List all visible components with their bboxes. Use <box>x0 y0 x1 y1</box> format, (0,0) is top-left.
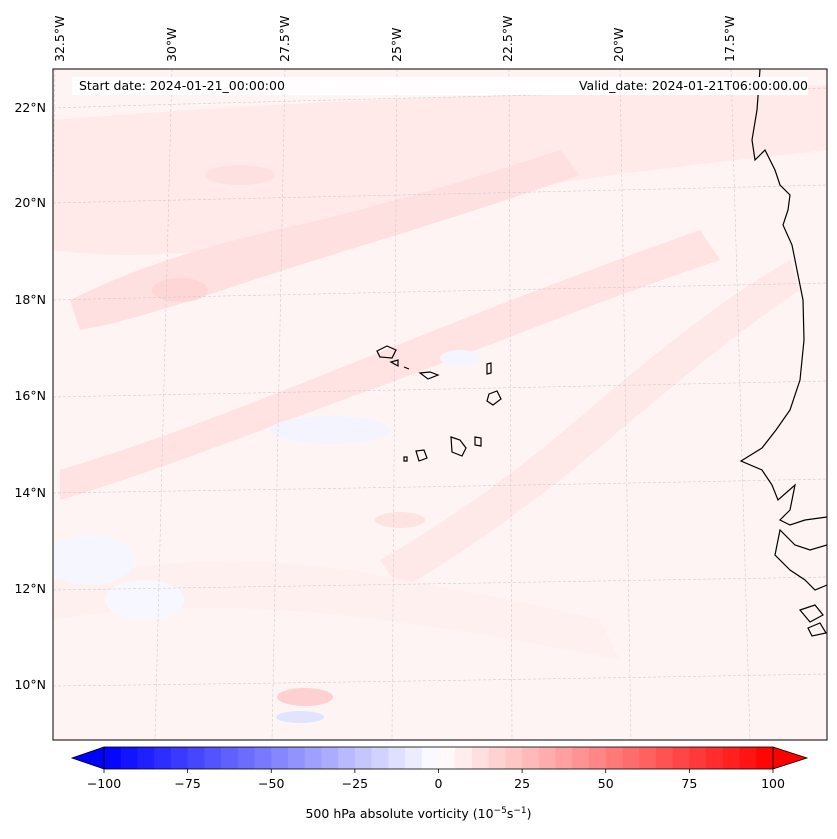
colorbar-segment <box>622 747 640 769</box>
colorbar-segment <box>421 747 439 769</box>
colorbar-segment <box>221 747 239 769</box>
colorbar-segment <box>170 747 189 769</box>
colorbar-ticks: −100 −75 −50 −25 0 25 50 75 100 <box>87 769 785 791</box>
lat-labels: 22°N 20°N 18°N 16°N 14°N 12°N 10°N <box>14 100 46 692</box>
colorbar-segment <box>137 747 155 769</box>
colorbar-tick-label: −50 <box>258 776 284 791</box>
colorbar-label-text: 500 hPa absolute vorticity (10 <box>305 806 494 822</box>
colorbar-segment <box>438 747 456 769</box>
colorbar-segment <box>522 747 540 769</box>
colorbar-tick-label: −100 <box>87 776 121 791</box>
start-date-label: Start date: 2024-01-21_00:00:00 <box>72 77 479 95</box>
colorbar-segment <box>104 747 122 769</box>
colorbar-segment <box>187 747 205 769</box>
colorbar-segment <box>120 747 138 769</box>
colorbar-tick-label: 75 <box>681 776 697 791</box>
map-frame <box>52 68 828 741</box>
colorbar-label: 500 hPa absolute vorticity (10−5s−1) <box>0 806 837 821</box>
colorbar-tick-label: 0 <box>435 776 443 791</box>
lon-label: 20°W <box>611 27 626 62</box>
colorbar-label-exponent: −5 <box>493 806 507 816</box>
lat-label: 18°N <box>14 292 46 307</box>
colorbar-segment <box>455 747 473 769</box>
colorbar-segment <box>204 747 222 769</box>
lat-label: 20°N <box>14 195 46 210</box>
colorbar-segment <box>237 747 255 769</box>
colorbar-tick-label: 100 <box>761 776 785 791</box>
colorbar-segment <box>672 747 690 769</box>
colorbar-segment <box>354 747 373 769</box>
lon-label: 32.5°W <box>52 16 67 62</box>
colorbar-tick-label: −75 <box>174 776 200 791</box>
colorbar-tick-label: 25 <box>514 776 530 791</box>
colorbar-segment <box>287 747 306 769</box>
colorbar-segment <box>639 747 657 769</box>
lat-label: 12°N <box>14 581 46 596</box>
colorbar-max-extend <box>772 746 809 770</box>
colorbar-tick-label: 50 <box>598 776 614 791</box>
lon-labels: 32.5°W 30°W 27.5°W 25°W 22.5°W 20°W 17.5… <box>52 16 737 62</box>
graticule <box>53 69 827 740</box>
colorbar-segment <box>154 747 172 769</box>
colorbar-segment <box>706 747 724 769</box>
colorbar-segment <box>471 747 490 769</box>
colorbar-segment <box>488 747 506 769</box>
valid-date-label: Valid_date: 2024-01-21T06:00:00.00 <box>472 77 808 95</box>
colorbar-label-close: ) <box>526 806 532 822</box>
colorbar-segment <box>321 747 339 769</box>
lon-label: 27.5°W <box>277 16 292 62</box>
colorbar-label-exponent: −1 <box>513 806 527 816</box>
colorbar-segment <box>538 747 556 769</box>
colorbar-segment <box>254 747 272 769</box>
colorbar-segment <box>304 747 322 769</box>
lon-label: 25°W <box>389 27 404 62</box>
colorbar-segment <box>605 747 623 769</box>
colorbar-segment <box>555 747 573 769</box>
colorbar-segment <box>722 747 740 769</box>
lon-label: 30°W <box>164 27 179 62</box>
colorbar-label-unit: s <box>506 806 514 822</box>
lat-label: 16°N <box>14 388 46 403</box>
colorbar-segment <box>371 747 389 769</box>
colorbar-segment <box>655 747 674 769</box>
colorbar-segment <box>505 747 523 769</box>
colorbar-segment <box>405 747 423 769</box>
vorticity-field <box>53 69 827 740</box>
lat-label: 22°N <box>14 100 46 115</box>
colorbar-tick-label: −25 <box>342 776 368 791</box>
coastline <box>376 69 827 637</box>
lon-label: 22.5°W <box>500 16 515 62</box>
lat-label: 14°N <box>14 485 46 500</box>
colorbar-min-extend <box>70 746 105 770</box>
colorbar-segment <box>589 747 607 769</box>
colorbar-segment <box>739 747 757 769</box>
colorbar-segment <box>338 747 356 769</box>
colorbar-segment <box>572 747 590 769</box>
colorbar-segment <box>689 747 707 769</box>
lon-label: 17.5°W <box>722 16 737 62</box>
colorbar-segment <box>271 747 289 769</box>
colorbar-segment <box>756 747 774 769</box>
colorbar-segment <box>388 747 406 769</box>
lat-label: 10°N <box>14 677 46 692</box>
colorbar <box>104 747 774 769</box>
